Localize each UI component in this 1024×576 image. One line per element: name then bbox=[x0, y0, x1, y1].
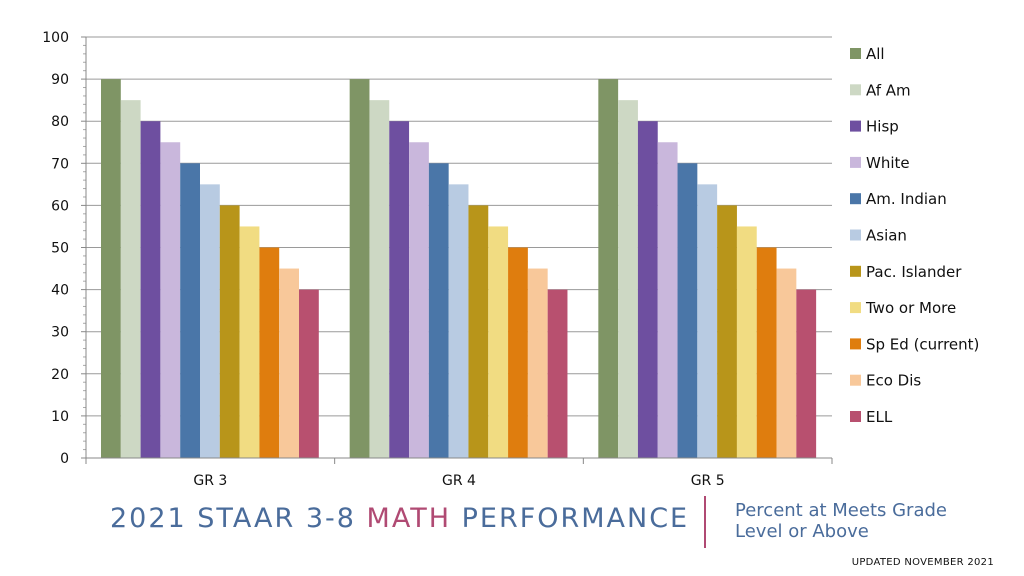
legend-swatch bbox=[850, 193, 861, 205]
legend-swatch bbox=[850, 302, 861, 314]
legend-label: Two or More bbox=[865, 299, 956, 317]
legend-swatch bbox=[850, 411, 861, 422]
y-tick-label: 100 bbox=[42, 30, 69, 46]
bar-am-indian-gr-5 bbox=[677, 163, 698, 459]
legend-label: White bbox=[866, 154, 910, 172]
y-tick-label: 10 bbox=[51, 409, 69, 425]
bar-af-am-gr-5 bbox=[618, 100, 638, 459]
footer-subtitle-line1: Percent at Meets Grade bbox=[735, 500, 947, 521]
bar-eco-dis-gr-3 bbox=[279, 268, 299, 458]
x-tick-label: GR 3 bbox=[193, 473, 227, 489]
legend-label: Hisp bbox=[866, 118, 899, 136]
legend-swatch bbox=[850, 229, 861, 241]
legend-swatch bbox=[850, 338, 861, 350]
legend-swatch bbox=[850, 265, 861, 277]
bar-sp-ed-current--gr-3 bbox=[259, 247, 280, 458]
bar-white-gr-4 bbox=[409, 142, 429, 458]
bar-all-gr-4 bbox=[349, 79, 370, 458]
bar-ell-gr-5 bbox=[796, 289, 817, 458]
bar-hisp-gr-5 bbox=[637, 121, 658, 458]
footer-updated: UPDATED NOVEMBER 2021 bbox=[851, 557, 994, 568]
footer-title-accent: MATH bbox=[366, 503, 452, 534]
bar-af-am-gr-3 bbox=[120, 100, 141, 459]
bar-pac-islander-gr-4 bbox=[468, 205, 489, 458]
footer-subtitle-line2: Level or Above bbox=[735, 521, 869, 542]
y-tick-label: 0 bbox=[60, 451, 69, 467]
bar-white-gr-5 bbox=[657, 142, 678, 458]
y-tick-label: 50 bbox=[51, 241, 69, 257]
y-tick-label: 60 bbox=[51, 198, 69, 214]
legend-label: Eco Dis bbox=[866, 372, 921, 390]
bar-asian-gr-3 bbox=[200, 184, 220, 458]
bar-white-gr-3 bbox=[160, 142, 181, 458]
legend-label: Sp Ed (current) bbox=[866, 335, 979, 353]
legend-swatch bbox=[850, 156, 861, 168]
bar-am-indian-gr-3 bbox=[180, 163, 200, 459]
footer-title-part1: 2021 STAAR 3-8 bbox=[110, 503, 367, 534]
x-tick-label: GR 4 bbox=[442, 473, 476, 489]
bar-two-or-more-gr-5 bbox=[736, 226, 757, 458]
bar-ell-gr-3 bbox=[299, 289, 319, 458]
footer-subtitle: Percent at Meets Grade Level or Above bbox=[735, 500, 947, 542]
bar-pac-islander-gr-3 bbox=[219, 205, 240, 458]
bar-all-gr-3 bbox=[101, 79, 121, 458]
x-tick-label: GR 5 bbox=[691, 473, 725, 489]
bar-sp-ed-current--gr-4 bbox=[508, 247, 528, 458]
y-tick-label: 70 bbox=[51, 156, 69, 172]
y-axis: 0 10 20 30 40 50 60 70 80 90 100 bbox=[42, 30, 87, 467]
bar-am-indian-gr-4 bbox=[428, 163, 449, 459]
legend-swatch bbox=[850, 374, 861, 386]
legend-swatch bbox=[850, 120, 861, 132]
bar-af-am-gr-4 bbox=[369, 100, 390, 459]
legend-label: All bbox=[866, 45, 885, 63]
y-tick-label: 40 bbox=[51, 283, 69, 299]
legend: All Af Am Hisp White Am. Indian Asian Pac. Isl… bbox=[850, 45, 979, 426]
bar-ell-gr-4 bbox=[547, 289, 568, 458]
footer-title: 2021 STAAR 3-8 MATH PERFORMANCE bbox=[110, 503, 689, 534]
bar-asian-gr-5 bbox=[697, 184, 718, 458]
legend-label: Asian bbox=[866, 227, 907, 245]
bar-pac-islander-gr-5 bbox=[717, 205, 737, 458]
y-tick-label: 80 bbox=[51, 114, 69, 130]
bar-asian-gr-4 bbox=[448, 184, 469, 458]
bar-two-or-more-gr-4 bbox=[488, 226, 509, 458]
bar-eco-dis-gr-4 bbox=[527, 268, 548, 458]
bar-two-or-more-gr-3 bbox=[239, 226, 260, 458]
footer-divider bbox=[704, 496, 706, 548]
legend-label: Pac. Islander bbox=[866, 263, 962, 281]
x-axis: GR 3 GR 4 GR 5 bbox=[85, 457, 833, 489]
bar-sp-ed-current--gr-5 bbox=[756, 247, 777, 458]
y-tick-label: 90 bbox=[51, 72, 69, 88]
legend-label: ELL bbox=[866, 408, 893, 426]
legend-swatch bbox=[850, 84, 861, 96]
bar-all-gr-5 bbox=[598, 79, 619, 458]
y-tick-label: 30 bbox=[51, 325, 69, 341]
bars bbox=[101, 79, 817, 459]
legend-swatch bbox=[850, 48, 861, 59]
legend-label: Af Am bbox=[866, 81, 911, 99]
bar-hisp-gr-3 bbox=[140, 121, 161, 458]
y-tick-label: 20 bbox=[51, 367, 69, 383]
legend-label: Am. Indian bbox=[866, 190, 947, 208]
footer-title-part2: PERFORMANCE bbox=[451, 503, 690, 534]
bar-eco-dis-gr-5 bbox=[776, 268, 797, 458]
bar-hisp-gr-4 bbox=[389, 121, 410, 458]
